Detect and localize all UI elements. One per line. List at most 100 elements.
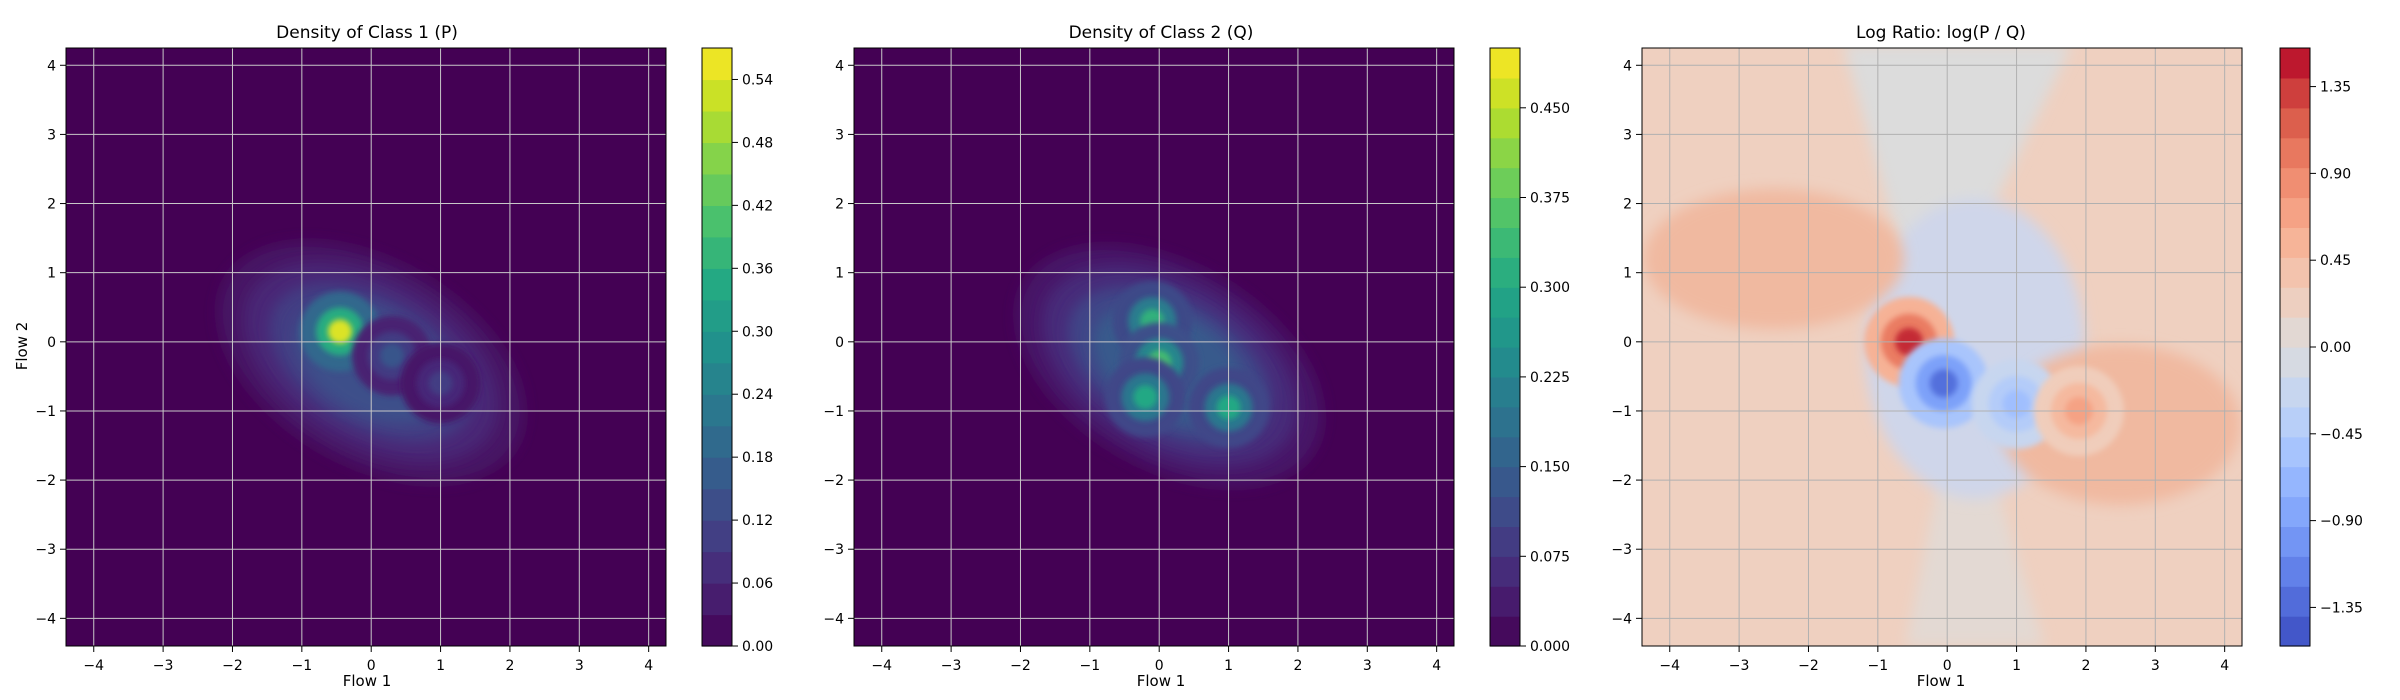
colorbar-level: [1490, 317, 1520, 348]
x-tick-label: −3: [153, 658, 174, 674]
y-tick-label: −4: [1611, 611, 1632, 627]
colorbar-level: [702, 331, 732, 364]
y-tick-label: −4: [823, 611, 844, 627]
plot-area: [854, 48, 1454, 646]
colorbar-level: [1490, 227, 1520, 258]
colorbar-level: [2280, 556, 2310, 587]
colorbar-tick-label: −0.45: [2320, 427, 2363, 443]
colorbar-level: [702, 142, 732, 175]
colorbar-level: [2280, 496, 2310, 527]
colorbar-level: [2280, 616, 2310, 647]
x-tick-label: 1: [436, 658, 445, 674]
y-tick-label: 3: [835, 127, 844, 143]
colorbar-level: [2280, 167, 2310, 199]
y-tick-label: 2: [835, 197, 844, 213]
colorbar-level: [2280, 376, 2310, 408]
x-tick-label: 4: [2220, 658, 2229, 674]
y-tick-label: 4: [47, 58, 56, 74]
colorbar-level: [1490, 436, 1520, 468]
colorbar-tick-label: 0.36: [742, 261, 773, 277]
colorbar-level: [702, 488, 732, 521]
colorbar-tick-label: 0.150: [1530, 460, 1570, 476]
x-tick-label: −4: [1659, 658, 1680, 674]
colorbar-level: [1490, 107, 1520, 139]
colorbar-level: [2280, 257, 2310, 288]
y-tick-label: 3: [1623, 127, 1632, 143]
x-tick-label: 3: [575, 658, 584, 674]
colorbar-level: [2280, 466, 2310, 498]
colorbar-level: [2280, 406, 2310, 438]
axis-ticks: −4 −3 −2 −1 0 1 2 3 4 −4 −3 −2 −1 0 1 2 3 4: [1611, 47, 2243, 674]
x-tick-label: 2: [2081, 658, 2090, 674]
x-tick-label: 1: [1224, 658, 1233, 674]
axis-ticks: −4 −3 −2 −1 0 1 2 3 4 −4 −3 −2 −1 0 1 2 3 4: [35, 47, 667, 674]
panel-class1: Density of Class 1 (P) −4 −3 −2 −1 0 1 2 3 4 −4 −3…: [13, 23, 773, 690]
x-tick-label: 2: [1293, 658, 1302, 674]
y-tick-label: −1: [823, 404, 844, 420]
y-tick-label: −1: [1611, 404, 1632, 420]
colorbar-tick-label: 0.30: [742, 324, 773, 340]
colorbar-tick-label: −0.90: [2320, 514, 2363, 530]
density-peak: [380, 343, 405, 368]
colorbar-level: [702, 236, 732, 269]
x-tick-label: −1: [1080, 658, 1101, 674]
y-tick-label: −2: [823, 473, 844, 489]
colorbar-level: [1490, 616, 1520, 647]
colorbar-level: [702, 110, 732, 144]
colorbar-level: [1490, 586, 1520, 617]
colorbar-tick-label: 0.000: [1530, 639, 1570, 655]
y-tick-label: 1: [835, 266, 844, 282]
x-tick-label: −2: [222, 658, 243, 674]
colorbar-level: [702, 173, 732, 206]
x-tick-label: −2: [1010, 658, 1031, 674]
y-tick-label: 0: [47, 335, 56, 351]
y-tick-label: 2: [47, 197, 56, 213]
colorbar-level: [2280, 317, 2310, 348]
y-tick-label: −4: [35, 611, 56, 627]
colorbar-level: [1490, 556, 1520, 587]
y-tick-label: −1: [35, 404, 56, 420]
colorbar-tick-label: 0.54: [742, 72, 773, 88]
x-tick-label: 1: [2012, 658, 2021, 674]
colorbar-level: [2280, 77, 2310, 109]
y-tick-label: 1: [1623, 266, 1632, 282]
colorbar-frame: [1489, 47, 1521, 647]
ratio-region: [1905, 369, 2045, 646]
colorbar-level: [702, 520, 732, 553]
x-tick-label: −4: [83, 658, 104, 674]
colorbar-tick-label: 1.35: [2320, 80, 2351, 96]
colorbar: −1.35 −0.90 −0.45 0.00 0.45 0.90 1.35: [2279, 47, 2363, 647]
plot-area: [1642, 48, 2242, 646]
colorbar-tick-label: 0.90: [2320, 166, 2351, 182]
y-tick-label: 0: [1623, 335, 1632, 351]
colorbar-level: [702, 551, 732, 584]
colorbar-level: [1490, 347, 1520, 378]
colorbar-level: [1490, 197, 1520, 228]
y-axis-label: Flow 2: [13, 322, 31, 371]
colorbar-level: [702, 425, 732, 458]
colorbar-level: [2280, 227, 2310, 258]
colorbar-level: [1490, 287, 1520, 318]
colorbar-tick-label: 0.06: [742, 576, 773, 592]
panel-class2: Density of Class 2 (Q) −4 −3 −2 −1 0 1 2 3 4 −4 −3…: [823, 23, 1570, 690]
colorbar-level: [1490, 77, 1520, 109]
x-tick-label: 0: [367, 658, 376, 674]
y-tick-label: −3: [1611, 542, 1632, 558]
colorbar-level: [2280, 586, 2310, 617]
colorbar-level: [702, 614, 732, 647]
x-tick-label: −3: [941, 658, 962, 674]
colorbar-level: [1490, 167, 1520, 199]
colorbar-level: [1490, 137, 1520, 169]
panel-log-ratio: Log Ratio: log(P / Q) −4 −3 −2 −1 0 1 2 3 4−4−3−…: [1611, 23, 2363, 690]
x-tick-label: 3: [1363, 658, 1372, 674]
colorbar-level: [702, 362, 732, 395]
colorbar-tick-label: 0.42: [742, 198, 773, 214]
colorbar-tick-label: 0.45: [2320, 253, 2351, 269]
y-tick-label: −2: [35, 473, 56, 489]
colorbar-frame: [701, 47, 733, 647]
x-axis-label: Flow 1: [1917, 672, 1966, 690]
x-tick-label: 4: [1432, 658, 1441, 674]
y-tick-label: 4: [1623, 58, 1632, 74]
colorbar-tick-label: 0.00: [2320, 340, 2351, 356]
